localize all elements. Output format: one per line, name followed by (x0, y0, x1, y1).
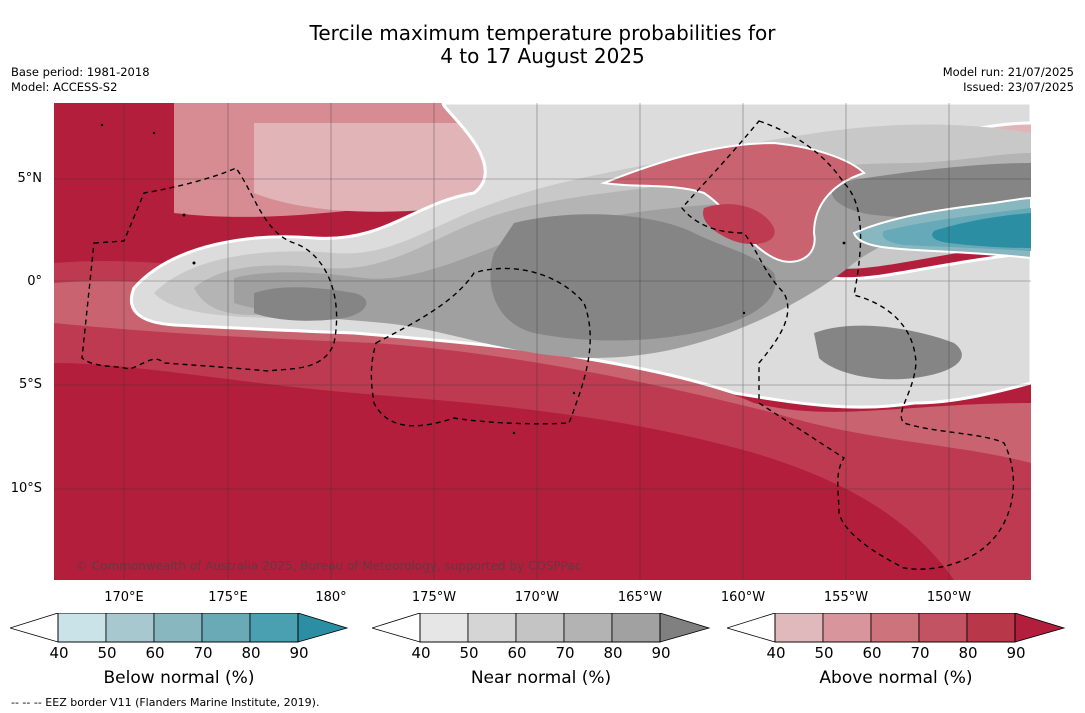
lat-label-0: 0° (27, 274, 42, 289)
near-tick-70: 70 (555, 644, 575, 662)
model-run-text: Model run: 21/07/2025 (942, 65, 1074, 79)
colorbar-segment (774, 613, 824, 643)
lon-label-180: 180° (315, 590, 347, 605)
eez-border-line-islands (681, 120, 1015, 570)
near-tick-40: 40 (411, 644, 431, 662)
below-tick-60: 60 (145, 644, 165, 662)
probability-map (54, 103, 1031, 580)
colorbar-segment (249, 613, 299, 643)
above-tick-60: 60 (862, 644, 882, 662)
colorbar-segment (419, 613, 469, 643)
below-tick-90: 90 (289, 644, 309, 662)
above-tick-50: 50 (814, 644, 834, 662)
colorbar-segment (57, 613, 107, 643)
credit-watermark: © Commonwealth of Australia 2025, Bureau… (76, 559, 582, 573)
colorbar-segment (822, 613, 872, 643)
lon-label-155w: 155°W (823, 590, 869, 605)
above-tick-90: 90 (1006, 644, 1026, 662)
above-normal-80-region (54, 260, 1031, 580)
lon-label-165w: 165°W (617, 590, 663, 605)
colorbar-segment (515, 613, 565, 643)
below-normal-90-region (932, 213, 1031, 248)
eez-border-kiribati-gilbert (81, 167, 338, 372)
lon-label-175e: 175°E (208, 590, 248, 605)
near-tick-50: 50 (459, 644, 479, 662)
colorbar-segment (105, 613, 155, 643)
above-tick-40: 40 (766, 644, 786, 662)
near-normal-title: Near normal (%) (470, 668, 612, 688)
lon-label-170e: 170°E (104, 590, 144, 605)
islands (100, 123, 846, 435)
colorbar-segment (966, 613, 1016, 643)
colorbar-segment (563, 613, 613, 643)
near-normal-90-region (490, 214, 776, 341)
below-tick-80: 80 (241, 644, 261, 662)
near-tick-80: 80 (603, 644, 623, 662)
lat-label-5n: 5°N (17, 171, 43, 186)
colorbar-segment (201, 613, 251, 643)
below-tick-50: 50 (97, 644, 117, 662)
base-period-text: Base period: 1981-2018 (11, 65, 150, 79)
above-normal-colorbar (727, 613, 1066, 643)
near-normal-colorbar (372, 613, 711, 643)
near-tick-60: 60 (507, 644, 527, 662)
graticule (54, 103, 1031, 580)
colorbar-segment (870, 613, 920, 643)
near-tick-90: 90 (651, 644, 671, 662)
lon-label-160w: 160°W (720, 590, 766, 605)
near-normal-90-region-southeast (814, 325, 962, 380)
near-normal-90-region-west (254, 287, 367, 321)
below-tick-40: 40 (49, 644, 69, 662)
lon-label-150w: 150°W (926, 590, 972, 605)
below-normal-title: Below normal (%) (103, 668, 255, 688)
model-text: Model: ACCESS-S2 (11, 80, 118, 94)
lon-label-170w: 170°W (514, 590, 560, 605)
above-normal-title: Above normal (%) (819, 668, 973, 688)
above-tick-80: 80 (958, 644, 978, 662)
map-title-line2: 4 to 17 August 2025 (440, 44, 645, 68)
map-title-line1: Tercile maximum temperature probabilitie… (309, 21, 776, 45)
eez-footnote: -- -- -- EEZ border V11 (Flanders Marine… (11, 696, 320, 709)
eez-borders (81, 120, 1015, 570)
above-tick-70: 70 (910, 644, 930, 662)
lat-label-10s: 10°S (10, 481, 42, 496)
colorbar-segment (918, 613, 968, 643)
lon-label-175w: 175°W (411, 590, 457, 605)
below-tick-70: 70 (193, 644, 213, 662)
below-normal-colorbar (10, 613, 349, 643)
issued-text: Issued: 23/07/2025 (963, 80, 1074, 94)
colorbar-segment (467, 613, 517, 643)
eez-border-phoenix (370, 267, 591, 427)
above-normal-patch-north (600, 141, 866, 263)
colorbar-segment (611, 613, 661, 643)
colorbar-segment (153, 613, 203, 643)
lat-label-5s: 5°S (18, 377, 42, 392)
above-normal-patch-north-inner (703, 204, 775, 245)
